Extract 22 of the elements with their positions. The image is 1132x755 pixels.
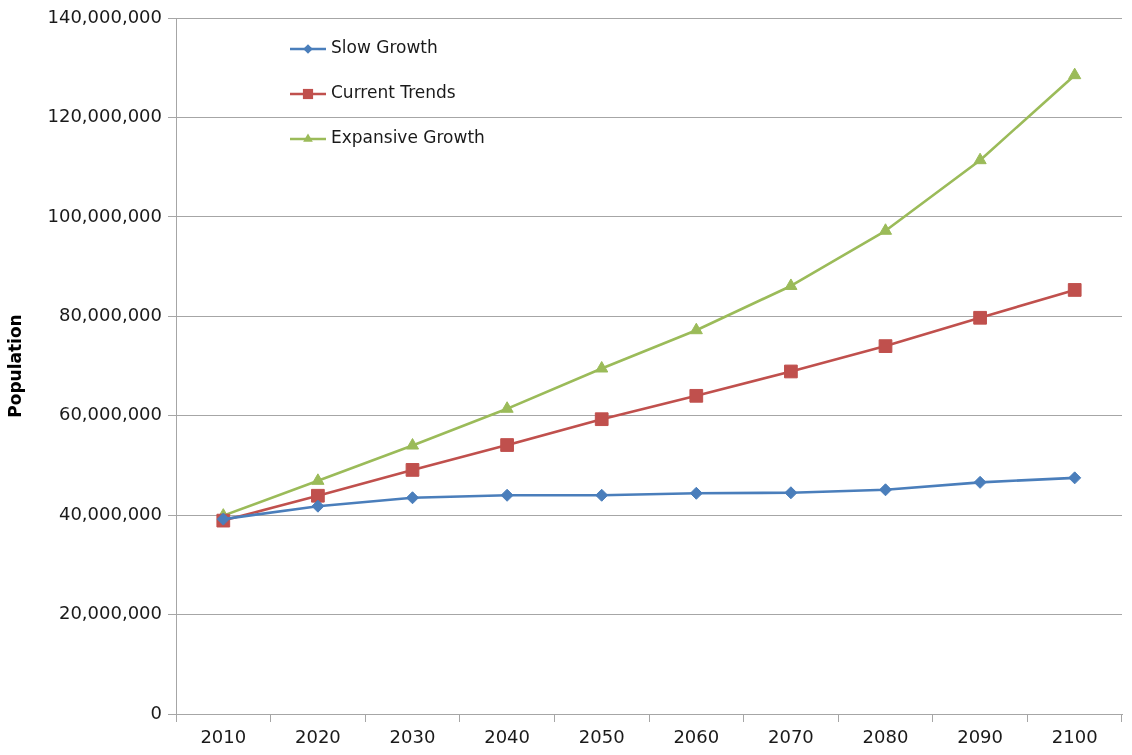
y-tick-label: 60,000,000	[58, 403, 162, 425]
x-tick-label: 2060	[673, 726, 720, 748]
y-tick-label: 20,000,000	[58, 602, 162, 624]
x-tick-label: 2050	[578, 726, 625, 748]
x-tick-label: 2070	[767, 726, 814, 748]
x-tick-label: 2080	[862, 726, 909, 748]
x-tick-label: 2090	[957, 726, 1004, 748]
legend-label: Slow Growth	[331, 37, 438, 58]
y-tick-label: 100,000,000	[47, 204, 162, 226]
x-tick-label: 2030	[389, 726, 436, 748]
y-tick-label: 80,000,000	[58, 303, 162, 325]
legend-label: Expansive Growth	[331, 127, 485, 148]
y-tick-label: 120,000,000	[47, 105, 162, 127]
legend-label: Current Trends	[331, 82, 456, 103]
x-tick-label: 2100	[1051, 726, 1098, 748]
x-tick-label: 2040	[484, 726, 531, 748]
x-tick-label: 2020	[294, 726, 341, 748]
y-axis-title: Population	[4, 314, 25, 418]
y-tick-label: 40,000,000	[58, 502, 162, 524]
y-tick-label: 140,000,000	[47, 5, 162, 27]
y-tick-label: 0	[150, 701, 162, 723]
x-tick-label: 2010	[200, 726, 247, 748]
